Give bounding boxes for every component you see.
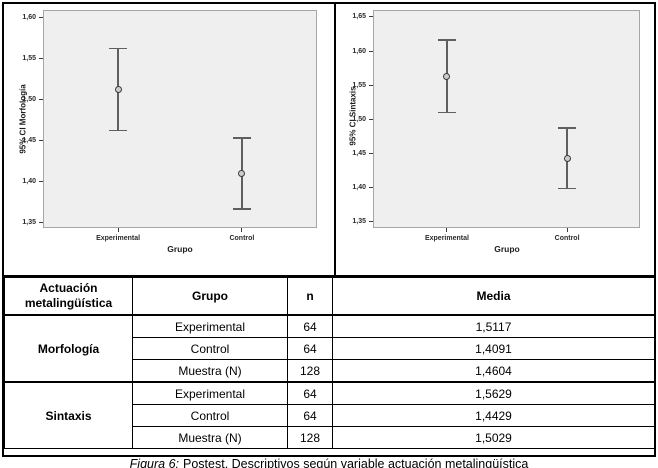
cell-grupo: Control bbox=[132, 337, 288, 360]
header-media: Media bbox=[332, 277, 655, 316]
header-grupo: Grupo bbox=[132, 277, 288, 316]
chart-morfologia: 95% CI Morfología Grupo 1,35 1,40 1,45 1,50… bbox=[4, 4, 336, 275]
y-tick-label: 1,45 bbox=[352, 150, 366, 157]
caption-prefix: Figura 6: bbox=[129, 457, 180, 468]
errorbar-cap-top bbox=[109, 47, 128, 50]
row-group-label: Sintaxis bbox=[4, 381, 133, 449]
table-row: Muestra (N) 128 1,5029 bbox=[5, 426, 655, 449]
cell-grupo: Control bbox=[132, 404, 288, 427]
header-n: n bbox=[287, 277, 333, 316]
figure-frame: 95% CI Morfología Grupo 1,35 1,40 1,45 1,50… bbox=[2, 2, 656, 457]
y-tick-label: 1,55 bbox=[22, 54, 36, 62]
errorbar-cap-top bbox=[558, 127, 577, 129]
plot-area bbox=[43, 10, 317, 228]
cell-n: 128 bbox=[287, 426, 333, 449]
cell-grupo: Muestra (N) bbox=[132, 426, 288, 449]
x-tick-mark bbox=[117, 228, 119, 232]
y-tick-mark bbox=[39, 221, 43, 223]
y-tick-mark bbox=[39, 16, 43, 18]
x-axis-title: Grupo bbox=[494, 244, 520, 254]
chart-sintaxis: 95% CI Sintaxis Grupo 1,35 1,40 1,45 1,50 1,… bbox=[336, 4, 654, 275]
cell-n: 128 bbox=[287, 359, 333, 383]
x-axis-title: Grupo bbox=[167, 244, 193, 254]
y-tick-mark bbox=[369, 84, 373, 86]
cell-grupo: Experimental bbox=[132, 381, 288, 405]
x-tick-label: Experimental bbox=[424, 235, 469, 242]
errorbar-cap-top bbox=[437, 39, 456, 41]
errorbar-cap-bottom bbox=[232, 208, 251, 210]
y-tick-mark bbox=[369, 50, 373, 52]
x-tick-mark bbox=[241, 228, 243, 232]
y-tick-label: 1,35 bbox=[22, 218, 36, 226]
mean-marker bbox=[114, 86, 122, 94]
mean-marker bbox=[563, 154, 571, 162]
errorbar-cap-bottom bbox=[109, 129, 128, 132]
y-tick-mark bbox=[39, 139, 43, 141]
stats-table-body: Morfología Experimental 64 1,5117 Control 64 1… bbox=[4, 314, 655, 449]
cell-grupo: Experimental bbox=[132, 314, 288, 338]
x-tick-mark bbox=[446, 228, 448, 232]
cell-media: 1,4091 bbox=[332, 337, 655, 360]
table-row: Morfología Experimental 64 1,5117 bbox=[4, 314, 655, 383]
mean-marker bbox=[443, 72, 451, 80]
cell-media: 1,5029 bbox=[332, 426, 655, 449]
caption-text: Postest. Descriptivos según variable act… bbox=[183, 457, 529, 468]
y-tick-label: 1,35 bbox=[352, 218, 366, 226]
errorbar-cap-bottom bbox=[437, 111, 456, 114]
cell-n: 64 bbox=[287, 337, 333, 360]
mean-marker bbox=[238, 170, 246, 178]
cell-n: 64 bbox=[287, 314, 333, 338]
y-tick-label: 1,65 bbox=[352, 13, 366, 21]
cell-media: 1,4429 bbox=[332, 404, 655, 427]
y-tick-mark bbox=[369, 153, 373, 154]
errorbar-cap-top bbox=[232, 137, 251, 139]
x-tick-label: Experimental bbox=[96, 235, 141, 242]
y-tick-label: 1,45 bbox=[22, 136, 36, 144]
y-tick-label: 1,50 bbox=[22, 95, 36, 103]
y-tick-label: 1,40 bbox=[352, 184, 366, 192]
plot-area bbox=[373, 10, 640, 228]
x-tick-label: Control bbox=[229, 235, 255, 242]
y-tick-label: 1,60 bbox=[22, 13, 36, 21]
y-tick-mark bbox=[369, 16, 373, 18]
y-tick-mark bbox=[369, 187, 373, 189]
y-tick-mark bbox=[39, 57, 43, 59]
cell-media: 1,4604 bbox=[332, 359, 655, 383]
x-tick-label: Control bbox=[554, 235, 580, 242]
cell-media: 1,5117 bbox=[332, 314, 655, 338]
y-tick-mark bbox=[369, 118, 373, 120]
figure-caption: Figura 6: Postest. Descriptivos según var… bbox=[0, 457, 658, 468]
table-row: Control 64 1,4091 bbox=[5, 337, 655, 360]
stats-table: Actuación metalingüística Grupo n Media … bbox=[4, 277, 655, 449]
y-tick-mark bbox=[39, 98, 43, 100]
header-actuacion: Actuación metalingüística bbox=[4, 277, 133, 316]
y-tick-label: 1,50 bbox=[352, 115, 366, 123]
cell-grupo: Muestra (N) bbox=[132, 359, 288, 383]
cell-n: 64 bbox=[287, 404, 333, 427]
y-tick-label: 1,55 bbox=[352, 81, 366, 89]
table-row: Sintaxis Experimental 64 1,5629 bbox=[4, 381, 655, 449]
y-tick-label: 1,60 bbox=[352, 47, 366, 55]
y-tick-label: 1,40 bbox=[22, 177, 36, 185]
charts-row: 95% CI Morfología Grupo 1,35 1,40 1,45 1,50… bbox=[4, 4, 654, 277]
table-header-row: Actuación metalingüística Grupo n Media bbox=[4, 277, 655, 316]
cell-media: 1,5629 bbox=[332, 381, 655, 405]
y-tick-mark bbox=[369, 221, 373, 223]
cell-n: 64 bbox=[287, 381, 333, 405]
errorbar-cap-bottom bbox=[558, 187, 577, 190]
x-tick-mark bbox=[566, 228, 568, 232]
y-tick-mark bbox=[39, 180, 43, 182]
row-group-label: Morfología bbox=[4, 314, 133, 383]
